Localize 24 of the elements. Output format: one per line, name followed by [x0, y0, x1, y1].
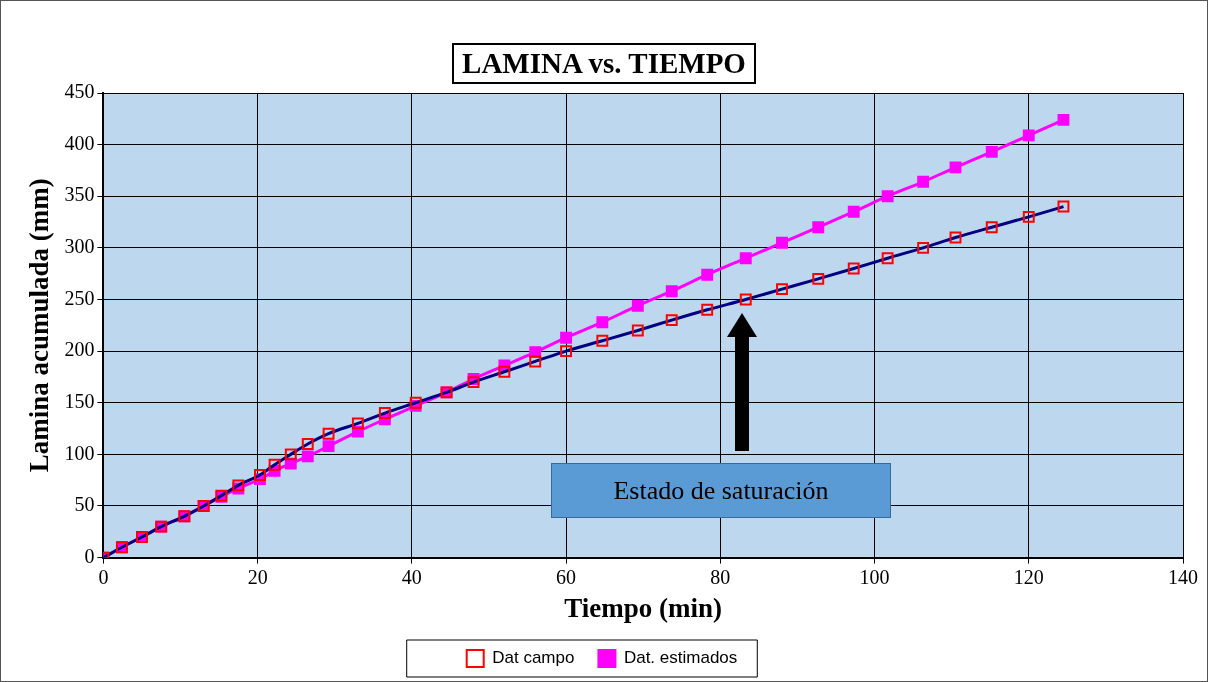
- x-tick-label: 60: [556, 565, 577, 588]
- chart-title: LAMINA vs. TIEMPO: [452, 43, 756, 84]
- x-axis-title: Tiempo (min): [564, 592, 723, 623]
- y-tick-label: 300: [64, 235, 95, 258]
- x-tick-label: 80: [710, 565, 731, 588]
- y-tick-label: 250: [64, 286, 95, 309]
- y-tick-label: 350: [64, 183, 95, 206]
- x-tick-label: 0: [98, 565, 109, 588]
- y-tick-label: 50: [74, 493, 95, 516]
- legend-label: Dat. estimados: [623, 648, 738, 668]
- y-tick-label: 200: [64, 338, 95, 361]
- y-tick-label: 400: [64, 131, 95, 154]
- y-tick-label: 150: [64, 389, 95, 412]
- x-tick-label: 100: [859, 565, 890, 588]
- callout-box: Estado de saturación: [551, 463, 891, 518]
- y-tick-label: 0: [84, 544, 95, 567]
- y-axis-title: Lamina acumulada (mm): [24, 178, 55, 473]
- x-tick-label: 40: [401, 565, 422, 588]
- x-tick-label: 20: [247, 565, 268, 588]
- x-tick-label: 120: [1013, 565, 1044, 588]
- x-tick-label: 140: [1168, 565, 1198, 588]
- y-tick-label: 450: [64, 80, 95, 103]
- legend-label: Dat campo: [492, 648, 575, 668]
- y-tick-label: 100: [64, 441, 95, 464]
